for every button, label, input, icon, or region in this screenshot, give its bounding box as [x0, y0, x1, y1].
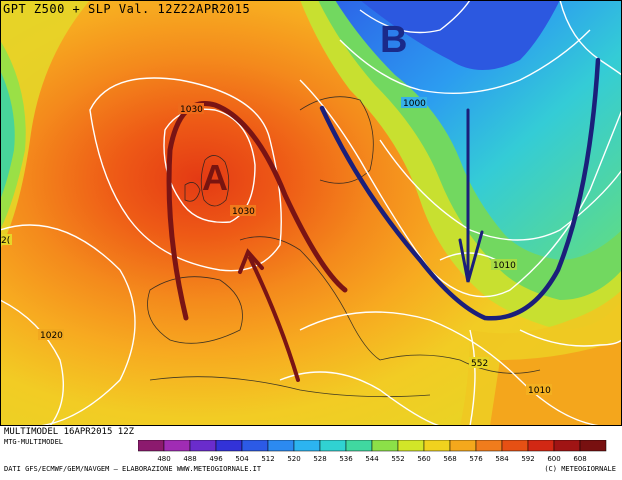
trough-line [319, 57, 601, 321]
legend-swatch [215, 440, 243, 452]
legend-label: 552 [391, 455, 404, 463]
isobar-label: 1030 [180, 105, 203, 115]
legend-label: 488 [183, 455, 196, 463]
legend-label: 568 [443, 455, 456, 463]
legend-swatch [345, 440, 373, 452]
legend-swatch [423, 440, 451, 452]
isobar-label: 1030 [232, 207, 255, 217]
legend-label: 496 [209, 455, 223, 463]
map-title: GPT Z500 + SLP Val. 12Z22APR2015 [3, 2, 251, 16]
weather-map: A B 1030 1030 1000 1010 1020 1010 552 2( [0, 0, 622, 426]
legend-label: 536 [339, 455, 353, 463]
legend-swatch [397, 440, 425, 452]
legend-swatch [371, 440, 399, 452]
legend-label: 560 [417, 455, 430, 463]
legend-swatch [138, 440, 165, 452]
color-legend: 480 488 496 504 512 520 528 536 544 552 560 568 576 5… [138, 440, 607, 463]
legend-swatch [449, 440, 477, 452]
credits: DATI GFS/ECMWF/GEM/NAVGEM — ELABORAZIONE… [4, 465, 262, 473]
legend-swatch [553, 440, 581, 452]
legend-swatch [501, 440, 529, 452]
isobar-label: 1010 [528, 386, 551, 396]
low-pressure-label: B [380, 19, 407, 61]
legend-swatch [475, 440, 503, 452]
legend-label: 520 [287, 455, 300, 463]
isobar-label: 1020 [40, 331, 63, 341]
legend-swatch [527, 440, 555, 452]
legend-label: 584 [495, 455, 509, 463]
copyright: (C) METEOGIORNALE [544, 465, 616, 473]
legend-label: 504 [235, 455, 249, 463]
legend-label: 512 [261, 455, 274, 463]
isobar-label: 2( [1, 236, 10, 246]
isobar-label: 1000 [403, 99, 426, 109]
high-pressure-label: A [202, 157, 228, 198]
legend-label: 480 [157, 455, 170, 463]
ridge-arrow-curve [166, 101, 348, 321]
legend-swatch [293, 440, 321, 452]
legend-label: 528 [313, 455, 326, 463]
model-name: MTG-MULTIMODEL [4, 438, 64, 446]
legend-label: 608 [573, 455, 586, 463]
ridge-arrow-straight [248, 256, 300, 382]
legend-label: 600 [547, 455, 560, 463]
legend-swatch [241, 440, 269, 452]
footer: MULTIMODEL 16APR2015 12Z MTG-MULTIMODEL … [0, 426, 622, 480]
run-info: MULTIMODEL 16APR2015 12Z [4, 427, 135, 437]
legend-label: 592 [521, 455, 534, 463]
isobar-label: 1010 [493, 261, 516, 271]
legend-swatch [267, 440, 295, 452]
legend-swatch [579, 440, 607, 452]
contour-label: 552 [471, 359, 488, 369]
legend-label: 576 [469, 455, 483, 463]
legend-swatch [319, 440, 347, 452]
legend-swatch [163, 440, 191, 452]
legend-label: 544 [365, 455, 379, 463]
legend-swatch [189, 440, 217, 452]
